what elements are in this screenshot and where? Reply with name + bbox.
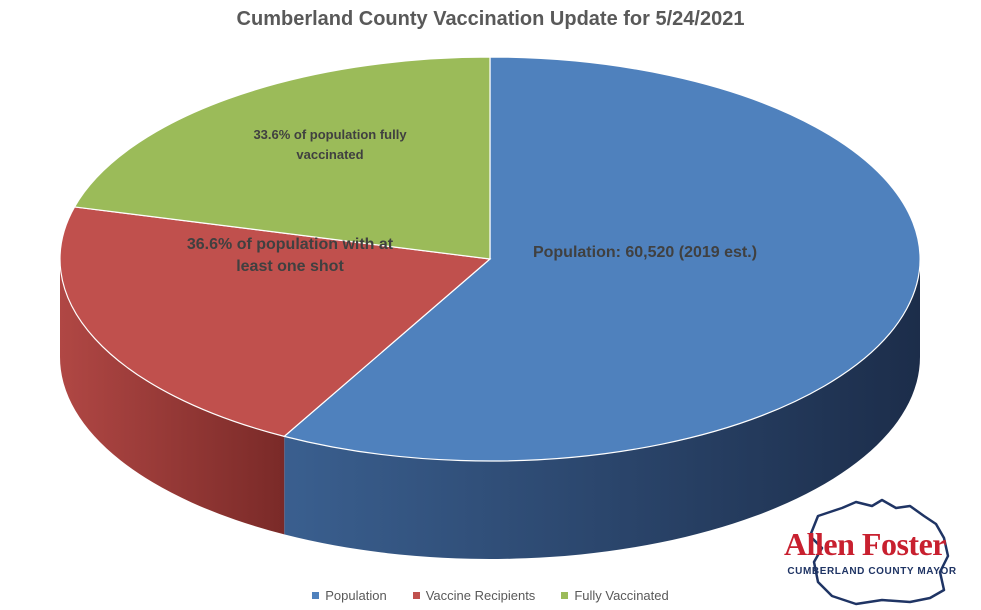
legend-item-population: Population — [312, 588, 387, 603]
pie-slice-fully-vaccinated — [73, 56, 491, 260]
pie-slice-population — [283, 56, 921, 462]
legend: Population Vaccine Recipients Fully Vacc… — [0, 588, 981, 603]
chart-title: Cumberland County Vaccination Update for… — [236, 8, 745, 30]
logo-name: Allen Foster — [784, 526, 946, 562]
legend-swatch-fully-vaccinated — [561, 592, 569, 599]
slice-label-vaccine-recipients: 36.6% of population with at least one sh… — [186, 236, 394, 275]
legend-swatch-vaccine-recipients — [412, 592, 420, 599]
legend-label-population: Population — [325, 588, 387, 603]
mayor-logo: Allen Foster CUMBERLAND COUNTY MAYOR — [760, 498, 970, 606]
legend-swatch-population — [312, 592, 320, 599]
slice-label-population: Population: 60,520 (2019 est.) — [532, 244, 758, 261]
legend-label-vaccine-recipients: Vaccine Recipients — [425, 588, 536, 603]
logo-subtitle: CUMBERLAND COUNTY MAYOR — [787, 566, 957, 577]
pie-slice-vaccine-recipients — [59, 206, 492, 438]
legend-label-fully-vaccinated: Fully Vaccinated — [574, 588, 669, 603]
legend-item-fully-vaccinated: Fully Vaccinated — [561, 588, 669, 603]
pie-side-population — [284, 259, 920, 559]
slice-label-fully-vaccinated: 33.6% of population fully vaccinated — [253, 127, 407, 162]
legend-item-vaccine-recipients: Vaccine Recipients — [412, 588, 536, 603]
county-outline-icon — [808, 498, 950, 606]
pie-side-vaccine-recipients — [60, 259, 285, 535]
